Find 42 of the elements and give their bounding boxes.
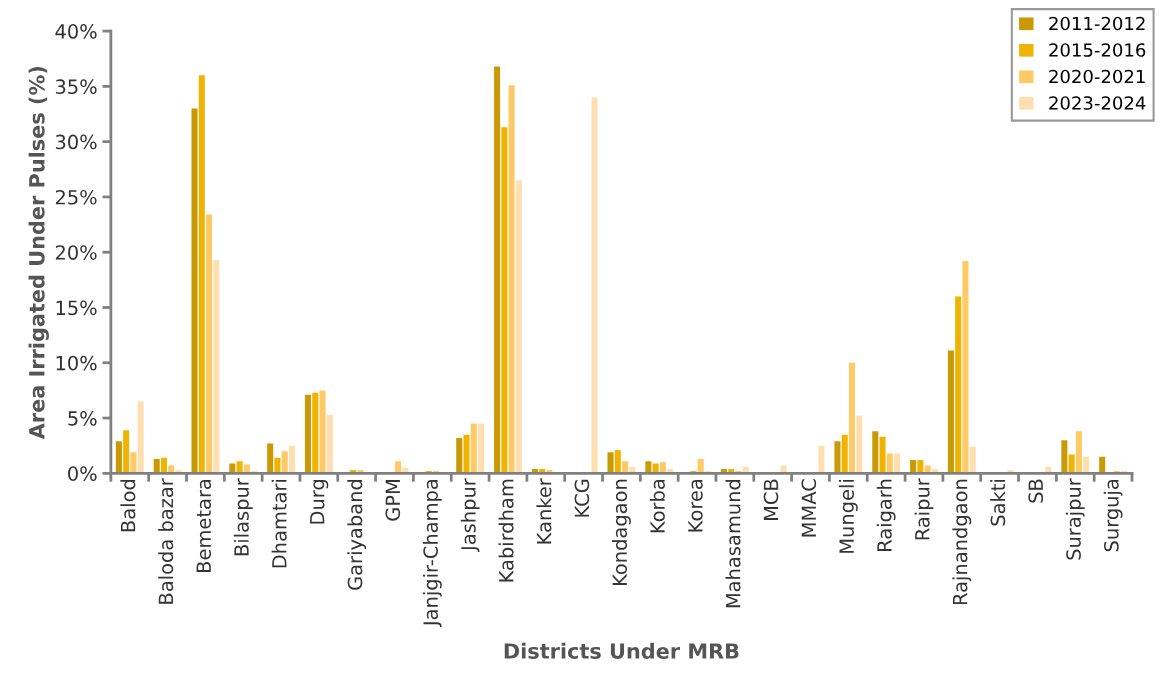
x-tick-label: Dhamtari <box>271 480 287 568</box>
y-tick-label: 5% <box>68 411 97 426</box>
x-tick-label: Korea <box>688 479 703 532</box>
x-tick-label: Kanker <box>536 478 552 544</box>
x-tick-label: SB <box>1028 479 1044 503</box>
y-tick-label: 20% <box>55 245 97 260</box>
y-tick-label: 10% <box>56 355 97 371</box>
x-tick-label: KCG <box>574 479 590 517</box>
x-tick-label: Sakti <box>990 480 1006 526</box>
y-axis-title: Area Irrigated Under Pulses (%) <box>28 66 49 440</box>
x-tick-label: Mahasamund <box>725 479 741 608</box>
x-axis-title: Districts Under MRB <box>504 642 739 659</box>
x-tick-label: Bilaspur <box>233 478 253 556</box>
y-tick-label: 30% <box>55 134 97 150</box>
y-tick-label: 35% <box>55 79 97 95</box>
x-tick-label: Jashpur <box>460 478 480 552</box>
x-tick-label: GPM <box>385 480 401 521</box>
x-tick-label: MMAC <box>801 479 817 537</box>
x-tick-label: Kondagaon <box>612 479 631 586</box>
x-tick-label: Mungeli <box>838 480 858 553</box>
y-tick-label: 0% <box>68 466 97 481</box>
x-tick-label: Gariyaband <box>347 479 367 590</box>
y-tick-label: 40% <box>55 24 97 39</box>
x-tick-label: Korba <box>649 479 665 533</box>
x-tick-label: Raipur <box>914 478 934 540</box>
x-tick-label: Kabirdham <box>498 479 514 582</box>
x-tick-label: Surajpur <box>1065 478 1085 560</box>
x-tick-label: Balod <box>120 479 136 532</box>
x-tick-label: Bemetara <box>196 479 212 572</box>
x-tick-label: Janjgir-Champa <box>422 479 442 628</box>
y-tick-label: 15% <box>56 300 97 316</box>
x-tick-label: Surguja <box>1103 479 1123 552</box>
x-tick-label: Baloda bazar <box>158 478 174 604</box>
legend-label: 2020-2021 <box>1049 69 1145 84</box>
x-tick-label: Raigarh <box>876 479 896 551</box>
x-tick-label: Rajnandgaon <box>952 479 972 605</box>
legend-label: 2015-2016 <box>1049 43 1146 57</box>
legend-label: 2023-2024 <box>1049 96 1146 110</box>
x-tick-label: MCB <box>763 479 779 520</box>
legend-label: 2011-2012 <box>1049 16 1145 31</box>
y-tick-label: 25% <box>55 189 97 205</box>
x-tick-label: Durg <box>310 479 329 524</box>
